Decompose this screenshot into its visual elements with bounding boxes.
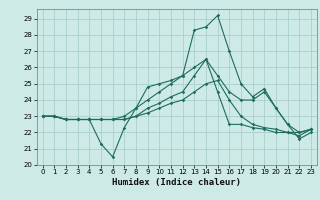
X-axis label: Humidex (Indice chaleur): Humidex (Indice chaleur): [112, 178, 241, 187]
